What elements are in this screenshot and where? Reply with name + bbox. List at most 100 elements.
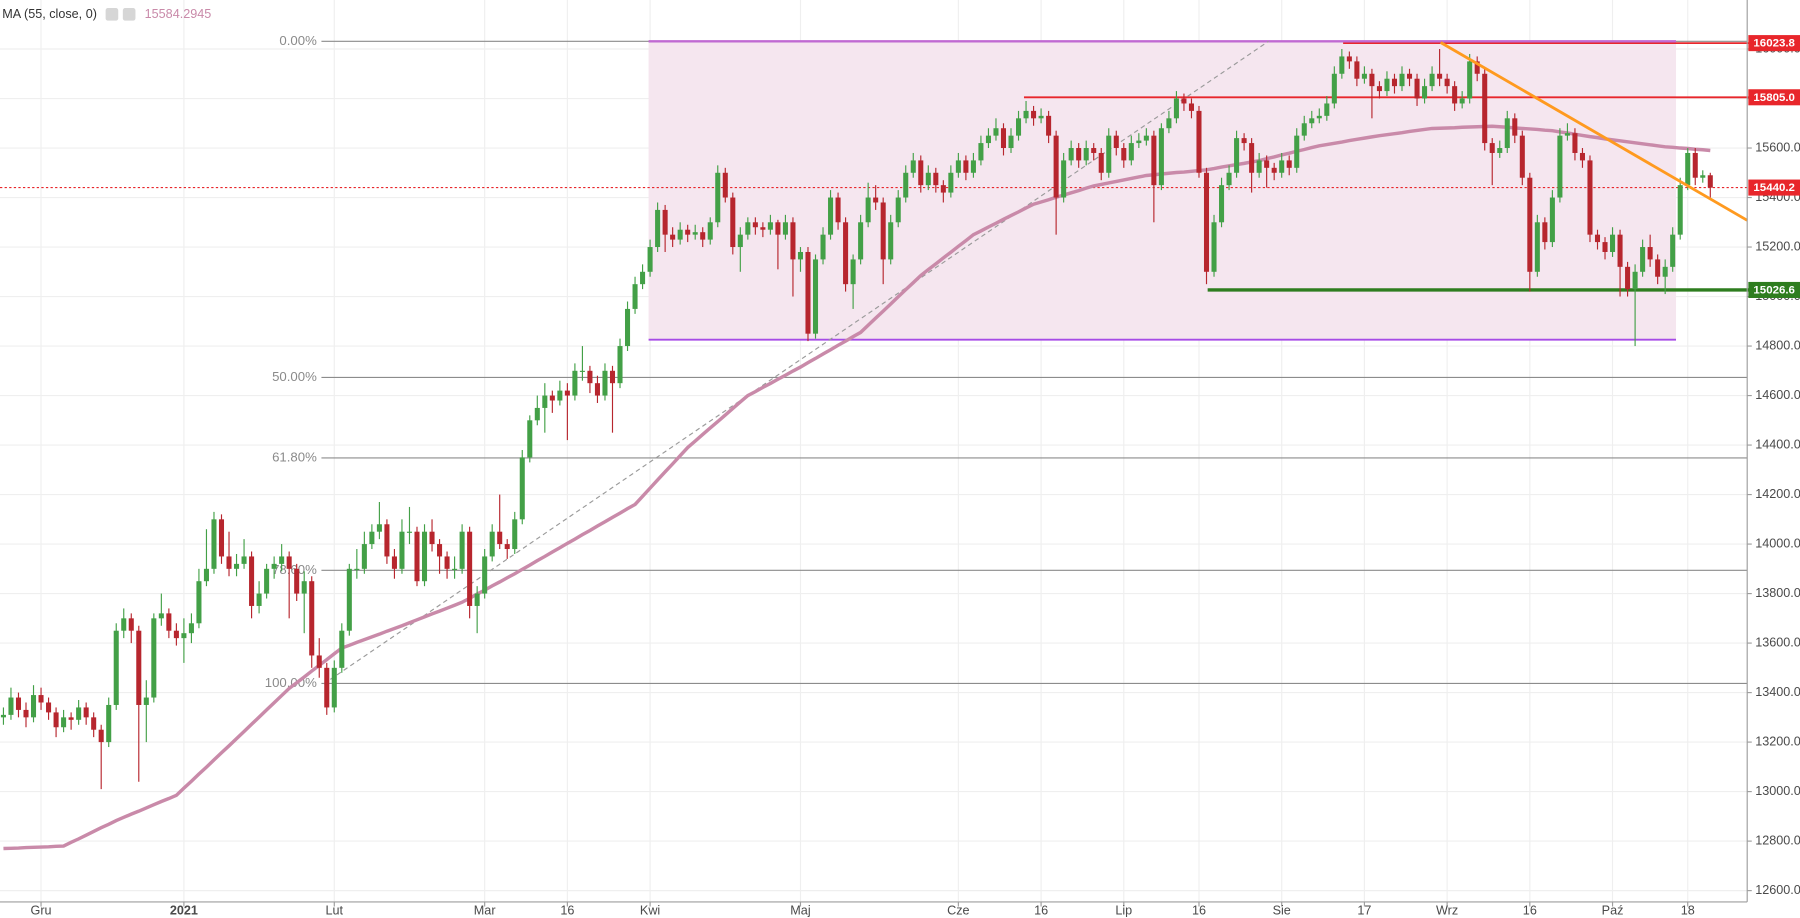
candle-body [128,618,134,631]
candle-body [497,531,503,545]
y-tick-label: 13200.0 [1755,734,1800,748]
candle-body [790,222,796,260]
candle-body [1685,152,1691,186]
candle-body [234,563,240,569]
candle-body [391,556,397,569]
price-tag-label: 15805.0 [1753,92,1794,104]
candle-body [820,234,826,260]
candle-body [1121,148,1127,161]
candle-body [8,697,14,715]
candle-body [587,370,593,384]
candle-body [1504,118,1510,149]
candle-body [1482,73,1488,144]
candle-body [1587,160,1593,235]
candle-body [1181,98,1187,104]
fib-level-label: 0.00% [279,33,317,48]
candle-body [286,556,292,569]
candle-body [1655,259,1661,277]
candle-body [324,667,330,708]
candle-body [782,222,788,235]
x-tick-label: 16 [1523,903,1537,917]
remove-icon[interactable] [122,8,136,21]
candle-body [797,251,803,260]
candle-body [602,370,608,396]
fib-level-label: 61.80% [272,449,317,464]
candle-body [760,227,766,230]
candle-body [1662,266,1668,277]
candle-body [0,714,6,718]
candle-body [993,128,999,136]
candle-body [406,531,413,533]
candle-body [519,457,525,520]
candle-body [1670,234,1676,267]
candle-body [271,563,277,569]
settings-icon[interactable] [105,8,119,21]
candle-body [843,222,849,285]
candle-body [707,222,713,240]
candle-body [1000,128,1007,149]
candle-body [1188,103,1194,111]
x-tick-label: 17 [1357,903,1371,917]
candle-body [1647,247,1653,260]
candle-body [1444,78,1450,87]
candle-body [1309,118,1315,124]
candle-body [1557,135,1563,198]
candle-body [625,308,631,347]
candle-body [903,172,909,198]
candle-body [662,209,668,235]
y-tick-label: 14000.0 [1755,536,1800,550]
candle-body [579,370,585,372]
candle-body [1459,98,1465,104]
candle-body [83,707,89,718]
x-tick-label: 16 [560,903,574,917]
candle-body [1594,234,1601,243]
candle-body [692,232,698,235]
candle-body [1053,135,1059,198]
candle-body [1203,172,1210,272]
candle-body [1346,56,1352,62]
candle-body [609,370,616,384]
candle-body [467,531,473,606]
candle-body [301,581,307,594]
candle-body [226,556,232,569]
candle-body [279,556,285,564]
candle-body [1241,138,1247,144]
y-tick-label: 12800.0 [1755,833,1800,847]
candle-body [489,531,495,557]
candle-body [452,568,458,570]
drawings-front [1439,41,1748,222]
candle-body [1354,61,1360,79]
candle-body [474,593,480,606]
candle-body [30,695,37,718]
candle-body [1038,115,1044,119]
x-tick-label: Sie [1273,903,1291,917]
candle-body [361,544,367,569]
range-box [648,41,1677,340]
candle-body [421,531,428,582]
trend-line [1439,41,1748,222]
candle-body [106,704,112,743]
candle-body [1256,160,1262,173]
candle-body [143,697,149,705]
candle-body [1219,185,1225,223]
candle-body [730,197,736,248]
candle-body [1602,242,1608,252]
candle-body [640,271,646,285]
candle-body [1286,160,1292,168]
candle-body [46,702,52,713]
candle-body [865,197,871,223]
candle-body [38,695,44,703]
candle-body [482,556,488,594]
candle-body [121,618,127,631]
price-tag-label: 16023.8 [1753,38,1795,50]
candle-body [369,531,375,545]
candle-body [715,172,721,223]
candle-body [346,568,352,631]
candle-body [978,143,984,161]
candle-body [737,234,743,248]
candle-body [196,581,202,624]
x-tick-label: Lut [326,903,344,917]
